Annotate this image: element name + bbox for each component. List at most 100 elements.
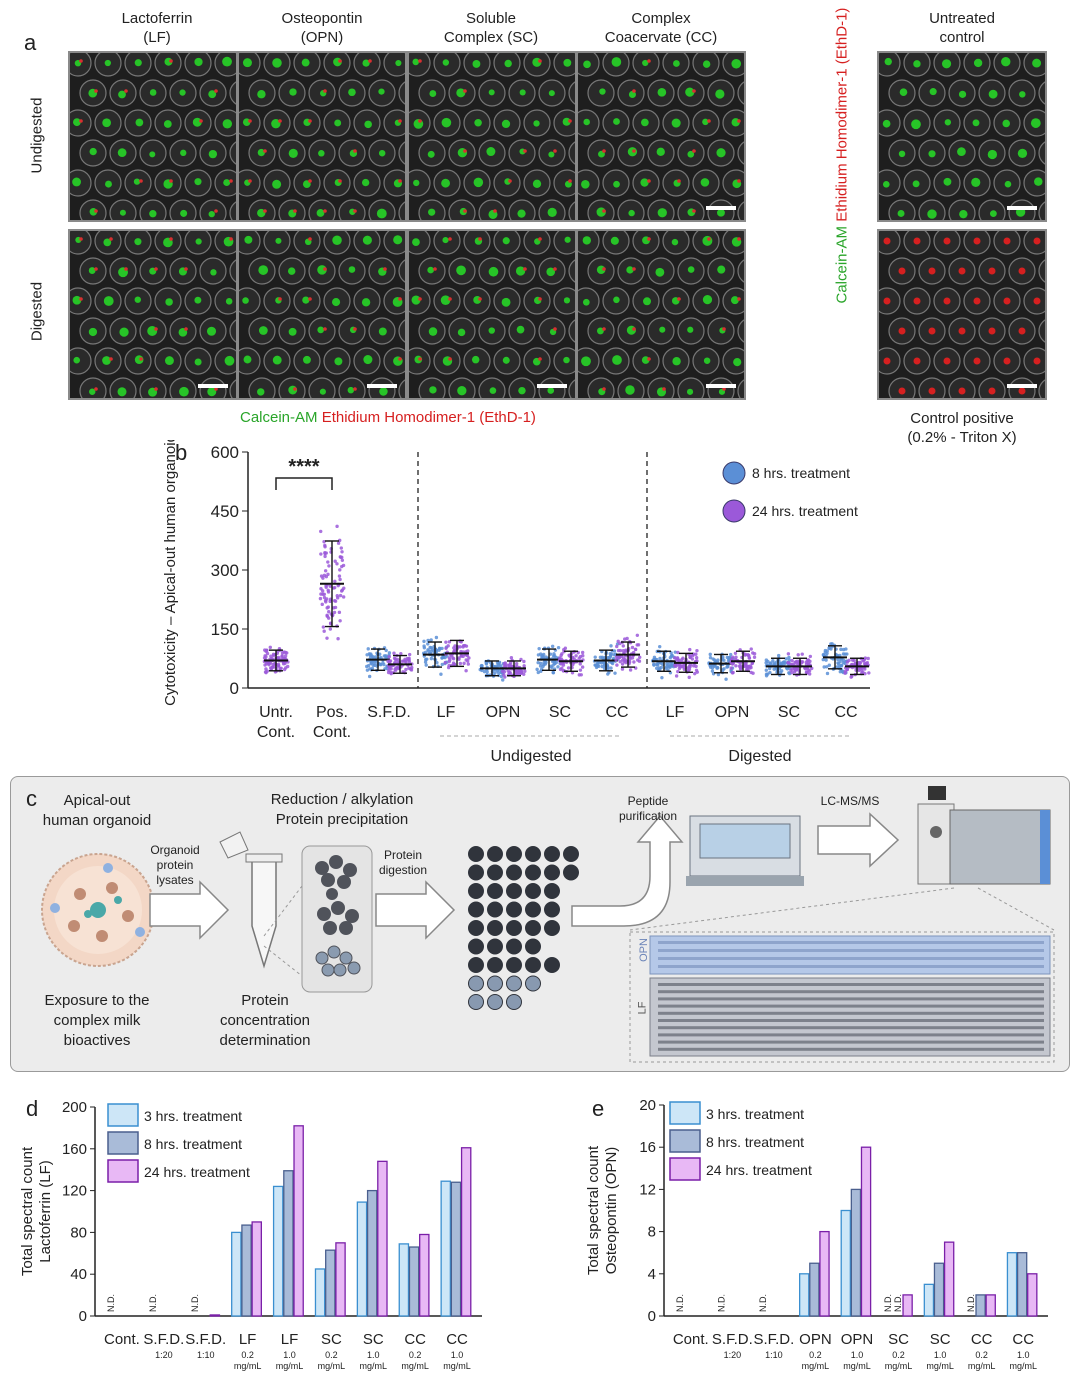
data-point	[841, 647, 846, 652]
data-point	[322, 592, 327, 597]
bar	[283, 1170, 294, 1317]
bar	[231, 1231, 242, 1317]
data-point	[628, 655, 632, 659]
data-point	[730, 655, 735, 659]
data-point	[423, 660, 428, 664]
data-point	[263, 648, 267, 652]
data-point	[658, 656, 662, 661]
x-tick-label: Cont.	[673, 1331, 709, 1348]
peptide-dot	[468, 938, 484, 955]
data-point	[503, 675, 507, 679]
data-point	[674, 674, 679, 678]
legend-label: 8 hrs. treatment	[752, 465, 850, 481]
peptide-dot	[544, 920, 560, 936]
bar	[251, 1221, 262, 1317]
peptide-dot	[468, 920, 484, 936]
bar	[943, 1241, 955, 1317]
data-point	[658, 667, 662, 671]
legend-swatch	[107, 1131, 139, 1155]
data-point	[638, 655, 642, 659]
micrograph-wells	[578, 231, 744, 398]
data-point	[282, 650, 286, 654]
y-axis-label: Total spectral countOsteopontin (OPN)	[585, 1145, 620, 1275]
data-point	[673, 650, 677, 654]
peptide-dot	[506, 957, 522, 973]
data-point	[507, 663, 512, 667]
bar	[450, 1181, 462, 1317]
data-point	[693, 671, 697, 676]
data-point	[690, 657, 695, 661]
sequence-line	[658, 1040, 1044, 1044]
sequence-line	[658, 965, 1044, 968]
data-point	[677, 666, 682, 671]
y-tick-label: 120	[62, 1183, 87, 1200]
data-point	[691, 664, 696, 668]
micrograph-wells	[239, 231, 405, 398]
data-point	[764, 661, 768, 665]
data-point	[695, 648, 699, 653]
data-point	[325, 636, 329, 640]
data-point	[440, 662, 444, 667]
nd-label: N.D.	[966, 1294, 976, 1312]
micrograph-tile	[237, 229, 407, 400]
data-point	[522, 664, 526, 668]
legend-label: 24 hrs. treatment	[752, 503, 858, 519]
data-point	[841, 658, 846, 662]
protein-concentration-caption: Protein concentration determination	[219, 992, 311, 1049]
data-point	[600, 664, 604, 669]
peptide-dot	[487, 957, 503, 973]
data-point	[695, 670, 700, 674]
peptide-dot	[506, 975, 522, 992]
data-point	[614, 658, 618, 662]
legend-label: 3 hrs. treatment	[144, 1108, 242, 1124]
x-sub-label: mg/mL	[1009, 1361, 1037, 1371]
peptide-dot	[525, 920, 541, 936]
data-point	[551, 671, 556, 675]
peptide-dot	[487, 901, 503, 918]
data-point	[676, 657, 680, 661]
scale-bar	[367, 384, 397, 388]
data-point	[747, 653, 751, 658]
x-tick-label: OPN	[715, 704, 750, 721]
data-point	[407, 652, 412, 657]
peptide-dot	[525, 883, 541, 899]
data-point	[688, 654, 692, 658]
data-point	[621, 644, 625, 648]
stain-red-label-vertical: Ethidium Homodimer-1 (EthD-1)	[833, 7, 851, 222]
x-tick-label: S.F.D.	[753, 1331, 794, 1348]
legend-label: 8 hrs. treatment	[706, 1134, 804, 1150]
data-point	[681, 656, 685, 660]
col-head-opn: Osteopontin (OPN)	[281, 10, 363, 46]
data-point	[767, 666, 772, 671]
data-point	[694, 655, 699, 660]
protein-clusters-light	[315, 945, 361, 977]
data-point	[327, 610, 331, 614]
data-point	[615, 663, 619, 667]
bar	[1006, 1252, 1018, 1317]
data-point	[446, 644, 450, 648]
data-point	[621, 656, 626, 660]
protein-digestion-label: Protein digestion	[378, 848, 428, 877]
data-point	[340, 588, 345, 592]
data-point	[515, 664, 519, 669]
bar	[1016, 1252, 1028, 1317]
x-tick-label: SC	[363, 1331, 384, 1348]
data-point	[743, 652, 748, 656]
data-point	[430, 647, 435, 652]
data-point	[374, 659, 379, 664]
data-point	[676, 669, 680, 674]
data-point	[551, 654, 556, 658]
reduction-caption: Reduction / alkylation Protein precipitat…	[270, 791, 414, 828]
micrograph-tile	[877, 229, 1047, 400]
data-point	[561, 663, 566, 667]
x-tick-label: SC	[888, 1331, 909, 1348]
data-point	[559, 653, 563, 658]
data-point	[715, 666, 719, 670]
data-point	[523, 669, 527, 673]
peptide-dot	[468, 883, 484, 899]
data-point	[378, 662, 383, 667]
data-point	[541, 664, 545, 669]
data-point	[578, 662, 582, 666]
significance-stars: ****	[288, 456, 319, 478]
data-point	[429, 638, 433, 642]
